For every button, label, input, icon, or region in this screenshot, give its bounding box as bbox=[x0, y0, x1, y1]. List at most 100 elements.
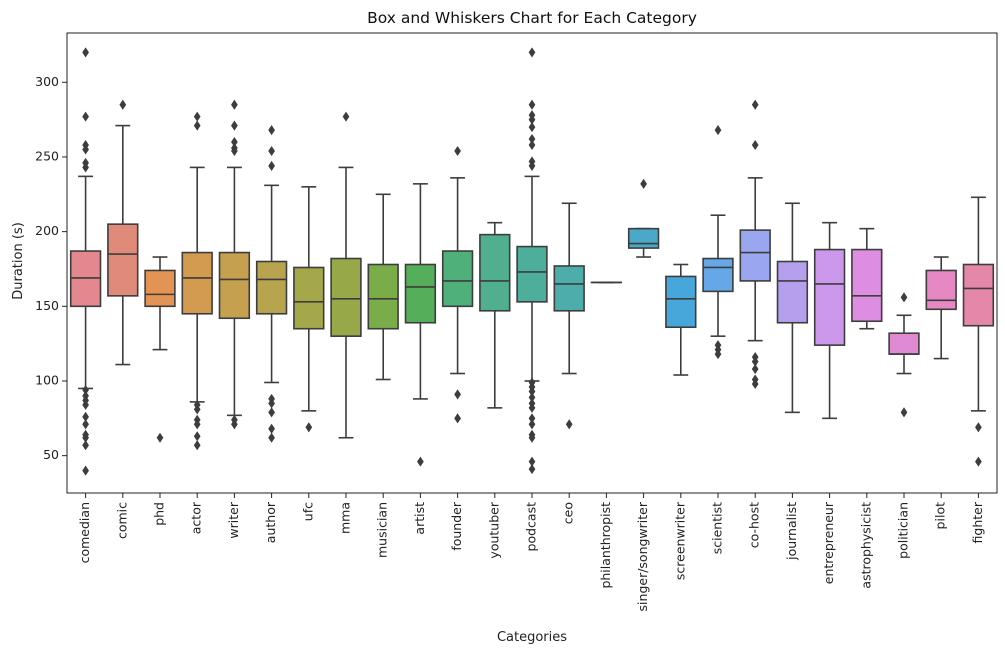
outlier-point bbox=[156, 432, 164, 443]
iqr-box bbox=[516, 245, 548, 303]
box-ufc bbox=[293, 186, 325, 433]
iqr-box bbox=[404, 263, 437, 324]
outlier-point bbox=[751, 139, 759, 151]
outlier-point bbox=[82, 440, 89, 451]
box-actor bbox=[181, 111, 213, 451]
box-youtuber bbox=[479, 221, 511, 409]
x-tick-label: pilot bbox=[933, 502, 948, 530]
iqr-box bbox=[293, 266, 325, 330]
box-writer bbox=[218, 99, 251, 430]
box-founder bbox=[441, 145, 474, 424]
iqr-box bbox=[925, 269, 957, 311]
x-tick-label: writer bbox=[226, 501, 241, 538]
x-tick-label: mma bbox=[338, 502, 353, 534]
outlier-point bbox=[528, 47, 536, 58]
x-axis-label: Categories bbox=[497, 630, 567, 645]
outlier-point bbox=[640, 178, 647, 189]
iqr-box bbox=[627, 227, 660, 249]
x-tick-label: youtuber bbox=[486, 501, 501, 558]
outlier-point bbox=[268, 407, 275, 418]
x-tick-label: podcast bbox=[524, 502, 539, 552]
outlier-point bbox=[454, 389, 461, 400]
outlier-point bbox=[82, 399, 89, 410]
x-tick-label: philanthropist bbox=[598, 502, 613, 589]
x-tick-label: singer/songwriter bbox=[635, 501, 650, 611]
outlier-point bbox=[268, 432, 275, 443]
outlier-point bbox=[268, 160, 275, 171]
outlier-point bbox=[528, 419, 536, 430]
y-tick-label: 100 bbox=[35, 372, 59, 387]
outlier-point bbox=[751, 378, 759, 390]
x-tick-label: comic bbox=[114, 502, 129, 539]
iqr-box bbox=[776, 260, 809, 324]
plot-area bbox=[69, 47, 995, 476]
y-tick-label: 300 bbox=[35, 74, 59, 89]
outlier-point bbox=[305, 422, 313, 433]
x-tick-label: politician bbox=[896, 502, 911, 559]
x-tick-label: fighter bbox=[970, 501, 985, 543]
x-tick-label: musician bbox=[375, 502, 390, 558]
box-mma bbox=[330, 111, 362, 439]
outlier-point bbox=[193, 404, 201, 415]
box-politician bbox=[888, 292, 920, 418]
outlier-point bbox=[82, 419, 89, 430]
x-tick-label: journalist bbox=[784, 502, 799, 561]
box-podcast bbox=[516, 47, 548, 475]
outlier-point bbox=[231, 120, 238, 131]
x-tick-label: entrepreneur bbox=[821, 501, 836, 584]
outlier-point bbox=[751, 363, 759, 375]
x-tick-label: scientist bbox=[710, 502, 725, 554]
x-tick-label: comedian bbox=[77, 502, 92, 563]
iqr-box bbox=[144, 269, 176, 308]
outlier-point bbox=[231, 145, 238, 157]
x-tick-label: author bbox=[263, 501, 278, 543]
outlier-point bbox=[454, 145, 461, 157]
iqr-box bbox=[851, 248, 883, 323]
iqr-box bbox=[367, 263, 399, 330]
x-axis: comedian comic phd actor writer author ufc mma m… bbox=[77, 493, 985, 611]
outlier-point bbox=[565, 419, 573, 430]
outlier-point bbox=[900, 292, 908, 303]
y-tick-label: 150 bbox=[35, 298, 59, 313]
box-comedian bbox=[69, 47, 102, 476]
outlier-point bbox=[528, 432, 536, 443]
box-fighter bbox=[962, 196, 995, 467]
outlier-point bbox=[231, 99, 238, 110]
x-tick-label: actor bbox=[189, 501, 204, 534]
y-axis-label: Duration (s) bbox=[11, 222, 26, 300]
outlier-point bbox=[714, 125, 722, 136]
outlier-point bbox=[714, 349, 722, 360]
x-tick-label: founder bbox=[449, 501, 464, 551]
outlier-point bbox=[193, 440, 201, 451]
outlier-point bbox=[751, 99, 759, 110]
outlier-point bbox=[231, 419, 238, 430]
box-comic bbox=[107, 99, 139, 366]
outlier-point bbox=[82, 162, 89, 173]
box-entrepreneur bbox=[813, 221, 846, 420]
x-tick-label: phd bbox=[152, 502, 167, 526]
iqr-box bbox=[962, 263, 995, 327]
outlier-point bbox=[82, 144, 89, 155]
iqr-box bbox=[107, 223, 139, 297]
box-singer-songwriter bbox=[627, 178, 660, 258]
outlier-point bbox=[454, 413, 461, 424]
outlier-point bbox=[268, 145, 275, 157]
box-ceo bbox=[553, 202, 585, 430]
iqr-box bbox=[181, 251, 213, 315]
box-musician bbox=[367, 193, 399, 381]
iqr-box bbox=[330, 257, 362, 337]
y-tick-label: 200 bbox=[35, 223, 59, 238]
box-phd bbox=[144, 256, 176, 443]
outlier-point bbox=[975, 456, 982, 467]
y-axis: 50 100 150 200 250 300 bbox=[35, 74, 67, 462]
box-screenwriter bbox=[665, 263, 697, 376]
chart-title: Box and Whiskers Chart for Each Category bbox=[367, 9, 697, 27]
outlier-point bbox=[119, 99, 127, 110]
box-artist bbox=[404, 183, 437, 467]
outlier-point bbox=[528, 99, 536, 110]
outlier-point bbox=[193, 431, 201, 442]
outlier-point bbox=[193, 111, 201, 122]
box-author bbox=[255, 125, 288, 443]
x-tick-label: artist bbox=[412, 502, 427, 535]
outlier-point bbox=[193, 419, 201, 430]
